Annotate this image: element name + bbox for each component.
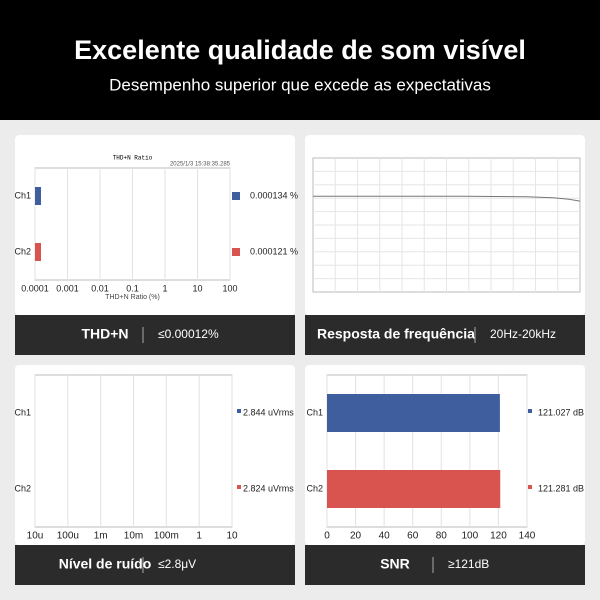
panel	[15, 365, 295, 545]
value-label: 0.000134 %	[250, 190, 298, 200]
caption-label: Nível de ruído	[59, 556, 152, 572]
category-label: Ch2	[306, 483, 323, 493]
category-label: Ch1	[14, 407, 31, 417]
category-label: Ch2	[14, 483, 31, 493]
header-bg	[0, 0, 600, 120]
caption-label: THD+N	[81, 326, 128, 342]
caption-value: ≤0.00012%	[158, 327, 219, 341]
caption-value: ≥121dB	[448, 557, 489, 571]
x-tick-label: 140	[519, 531, 536, 542]
value-label: 2.844 uVrms	[243, 407, 294, 417]
bar	[35, 187, 41, 205]
value-label: 121.281 dB	[538, 483, 584, 493]
value-label: 121.027 dB	[538, 407, 584, 417]
x-tick-label: 10u	[27, 531, 44, 542]
category-label: Ch2	[14, 246, 31, 256]
chart-subtitle: 2025/1/3 15:38:35.285	[170, 162, 231, 168]
x-tick-label: 10m	[124, 531, 143, 542]
x-tick-label: 1	[162, 283, 167, 293]
x-tick-label: 10	[192, 283, 202, 293]
x-tick-label: 0.1	[126, 283, 139, 293]
caption-bar	[305, 545, 585, 585]
x-tick-label: 0.001	[56, 283, 79, 293]
x-tick-label: 100m	[154, 531, 179, 542]
x-tick-label: 0	[324, 531, 330, 542]
x-label: THD+N Ratio (%)	[105, 294, 160, 301]
legend-swatch	[232, 192, 240, 200]
x-tick-label: 10	[226, 531, 238, 542]
caption-bar	[15, 545, 295, 585]
legend-swatch	[528, 485, 532, 489]
x-tick-label: 0.01	[91, 283, 109, 293]
chart-title: THD+N Ratio	[113, 155, 153, 162]
panel	[305, 365, 585, 545]
x-tick-label: 1	[196, 531, 202, 542]
category-label: Ch1	[14, 190, 31, 200]
panel	[15, 135, 295, 315]
x-tick-label: 80	[436, 531, 448, 542]
bar	[327, 470, 501, 508]
legend-swatch	[237, 485, 241, 489]
x-tick-label: 1m	[94, 531, 108, 542]
x-tick-label: 100	[462, 531, 479, 542]
value-label: 2.824 uVrms	[243, 483, 294, 493]
x-tick-label: 40	[379, 531, 391, 542]
legend-swatch	[528, 409, 532, 413]
caption-bar	[15, 315, 295, 355]
caption-value: 20Hz-20kHz	[490, 327, 556, 341]
x-tick-label: 0.0001	[21, 283, 49, 293]
value-label: 0.000121 %	[250, 246, 298, 256]
category-label: Ch1	[306, 407, 323, 417]
x-tick-label: 100	[222, 283, 237, 293]
legend-swatch	[237, 409, 241, 413]
x-tick-label: 100u	[57, 531, 79, 542]
caption-bar	[305, 315, 585, 355]
line	[313, 195, 581, 202]
x-tick-label: 60	[407, 531, 419, 542]
subtitle: Desempenho superior que excede as expect…	[109, 75, 491, 94]
x-tick-label: 20	[350, 531, 362, 542]
legend-swatch	[232, 248, 240, 256]
caption-value: ≤2.8μV	[158, 557, 196, 571]
x-tick-label: 120	[490, 531, 507, 542]
bar	[327, 394, 500, 432]
title: Excelente qualidade de som visível	[74, 35, 526, 65]
bar	[35, 243, 41, 261]
caption-label: SNR	[380, 556, 410, 572]
caption-label: Resposta de frequência	[317, 326, 475, 342]
